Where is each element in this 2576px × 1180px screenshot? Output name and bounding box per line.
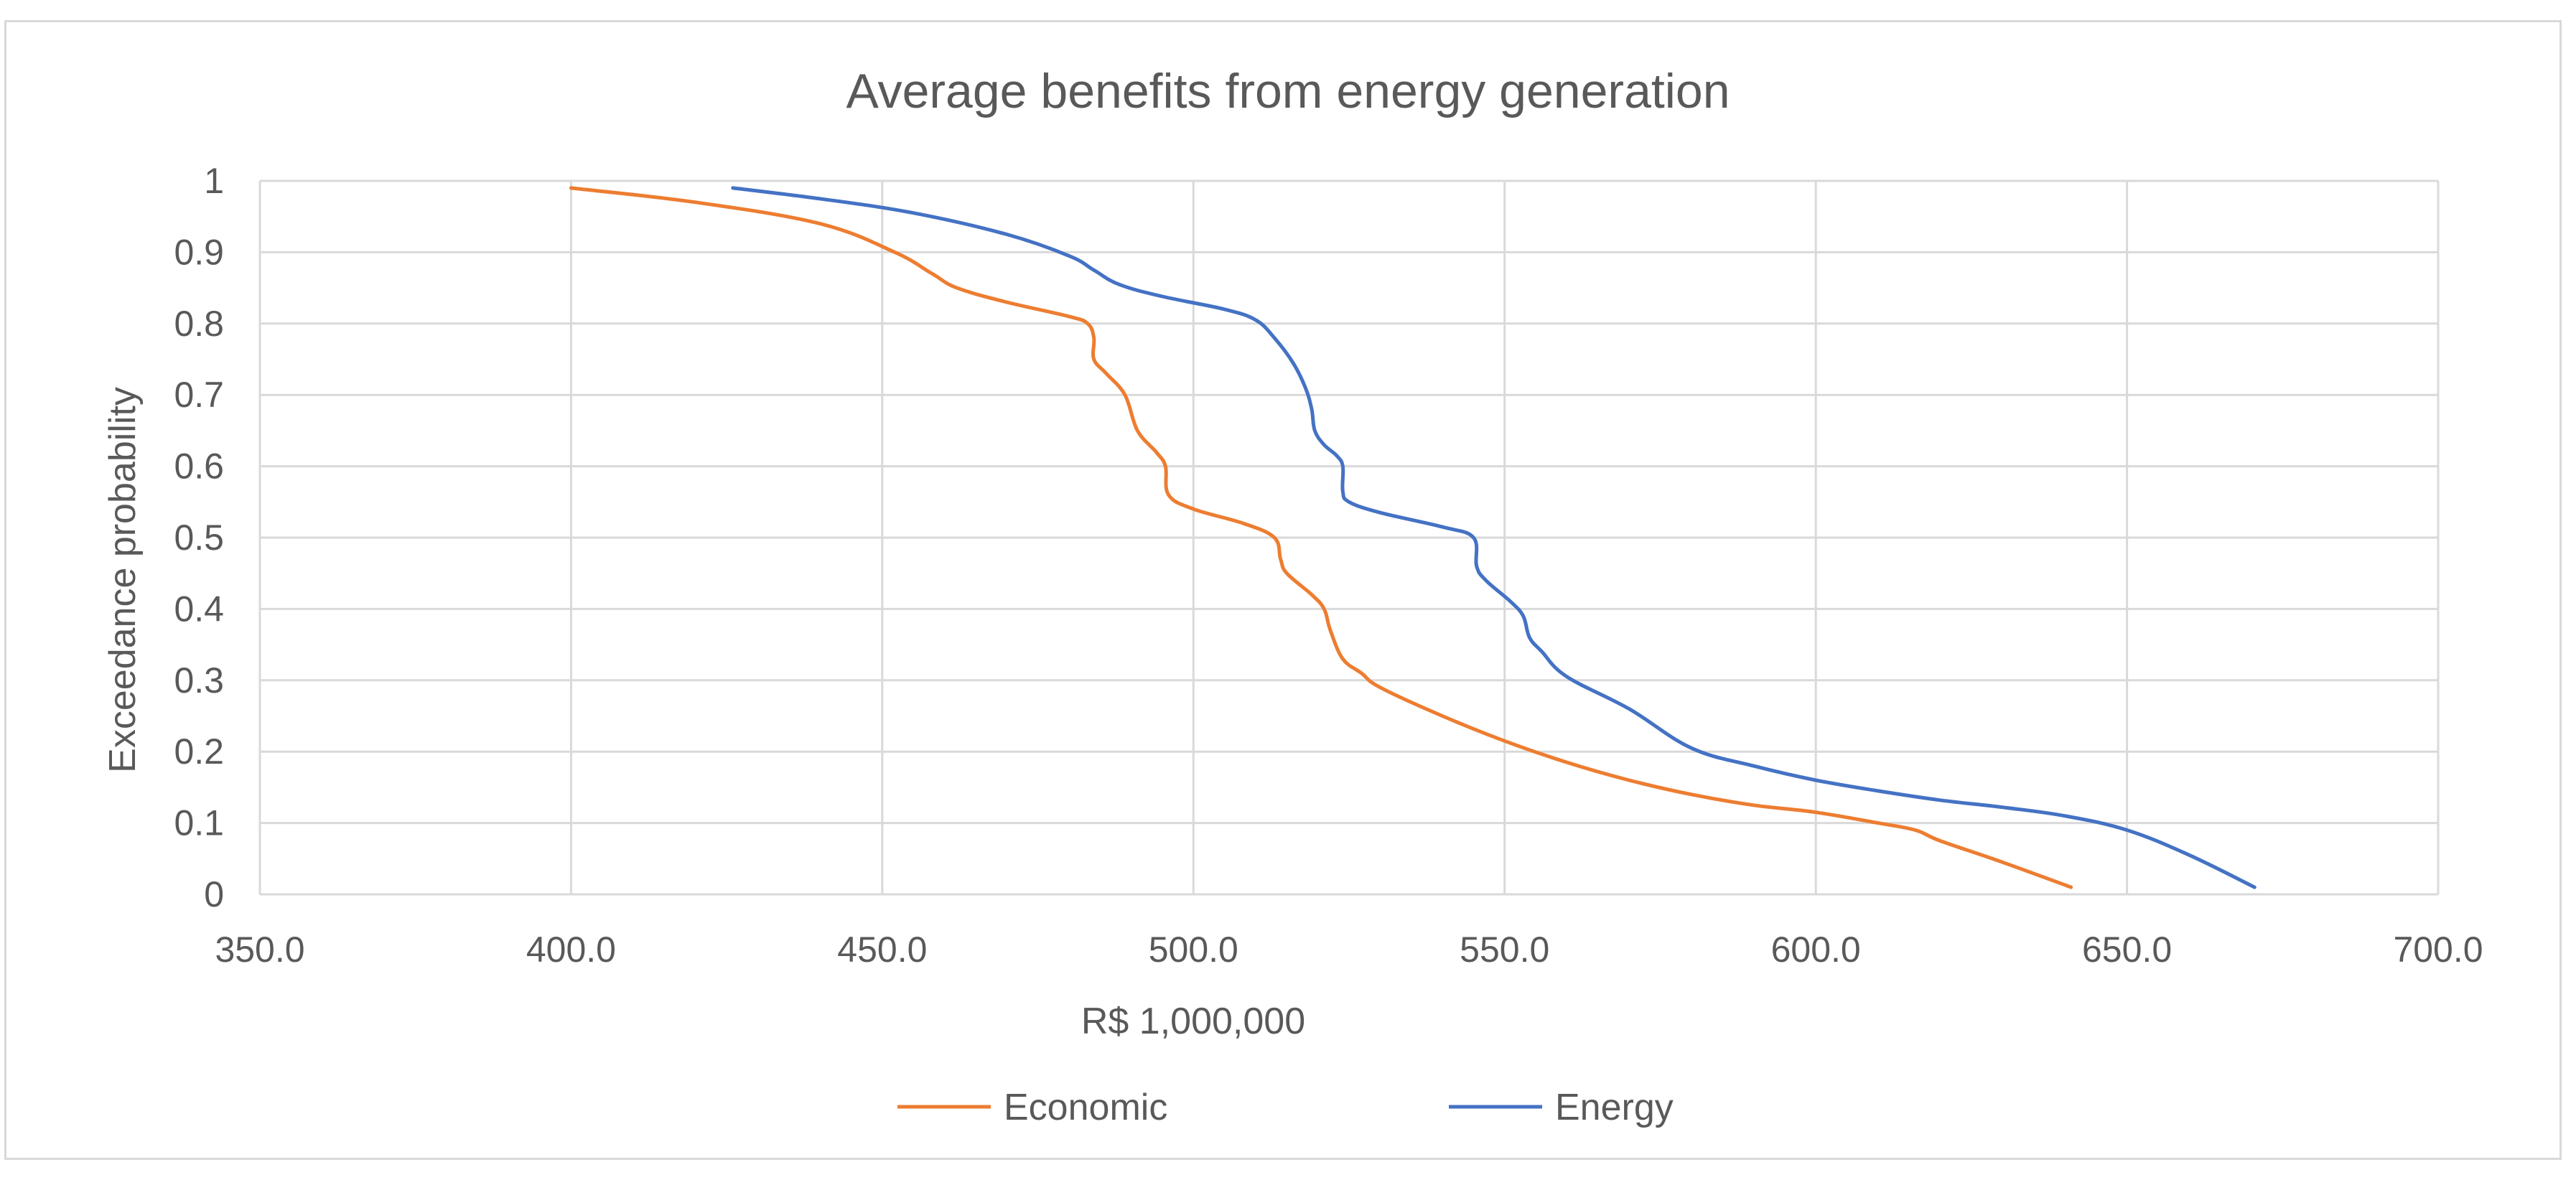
x-tick-label: 550.0 — [1460, 930, 1549, 970]
y-tick-label: 0.4 — [174, 589, 224, 629]
legend: Economic Energy — [897, 1087, 1674, 1128]
x-tick-label: 450.0 — [837, 930, 927, 970]
x-tick-label: 600.0 — [1771, 930, 1861, 970]
chart-title: Average benefits from energy generation — [846, 64, 1730, 118]
x-tick-labels: 350.0 400.0 450.0 500.0 550.0 600.0 650.0 700.0 — [215, 930, 2483, 970]
x-tick-label: 400.0 — [526, 930, 616, 970]
y-tick-label: 0.7 — [174, 375, 224, 415]
y-tick-label: 0 — [204, 874, 224, 914]
series-line-economic — [569, 186, 2073, 889]
y-tick-label: 0.8 — [174, 304, 224, 344]
y-gridlines — [260, 179, 2438, 896]
x-axis-label: R$ 1,000,000 — [1081, 1001, 1305, 1042]
series-lines — [569, 186, 2257, 889]
y-tick-label: 0.2 — [174, 731, 224, 772]
y-tick-labels: 0 0.1 0.2 0.3 0.4 0.5 0.6 0.7 0.8 0.9 1 — [174, 161, 224, 914]
y-tick-label: 0.5 — [174, 518, 224, 558]
x-gridlines — [258, 181, 2440, 894]
y-tick-label: 0.3 — [174, 660, 224, 701]
series-line-energy — [731, 186, 2257, 889]
x-tick-label: 650.0 — [2082, 930, 2172, 970]
legend-label-energy: Energy — [1555, 1087, 1674, 1128]
y-tick-label: 0.1 — [174, 803, 224, 843]
y-tick-label: 0.6 — [174, 446, 224, 487]
x-tick-label: 700.0 — [2393, 930, 2483, 970]
x-tick-label: 500.0 — [1149, 930, 1238, 970]
y-tick-label: 0.9 — [174, 232, 224, 272]
x-tick-label: 350.0 — [215, 930, 304, 970]
chart-frame — [4, 20, 2562, 1160]
y-axis-label: Exceedance probability — [102, 387, 144, 773]
y-tick-label: 1 — [204, 161, 224, 201]
legend-label-economic: Economic — [1004, 1087, 1167, 1128]
